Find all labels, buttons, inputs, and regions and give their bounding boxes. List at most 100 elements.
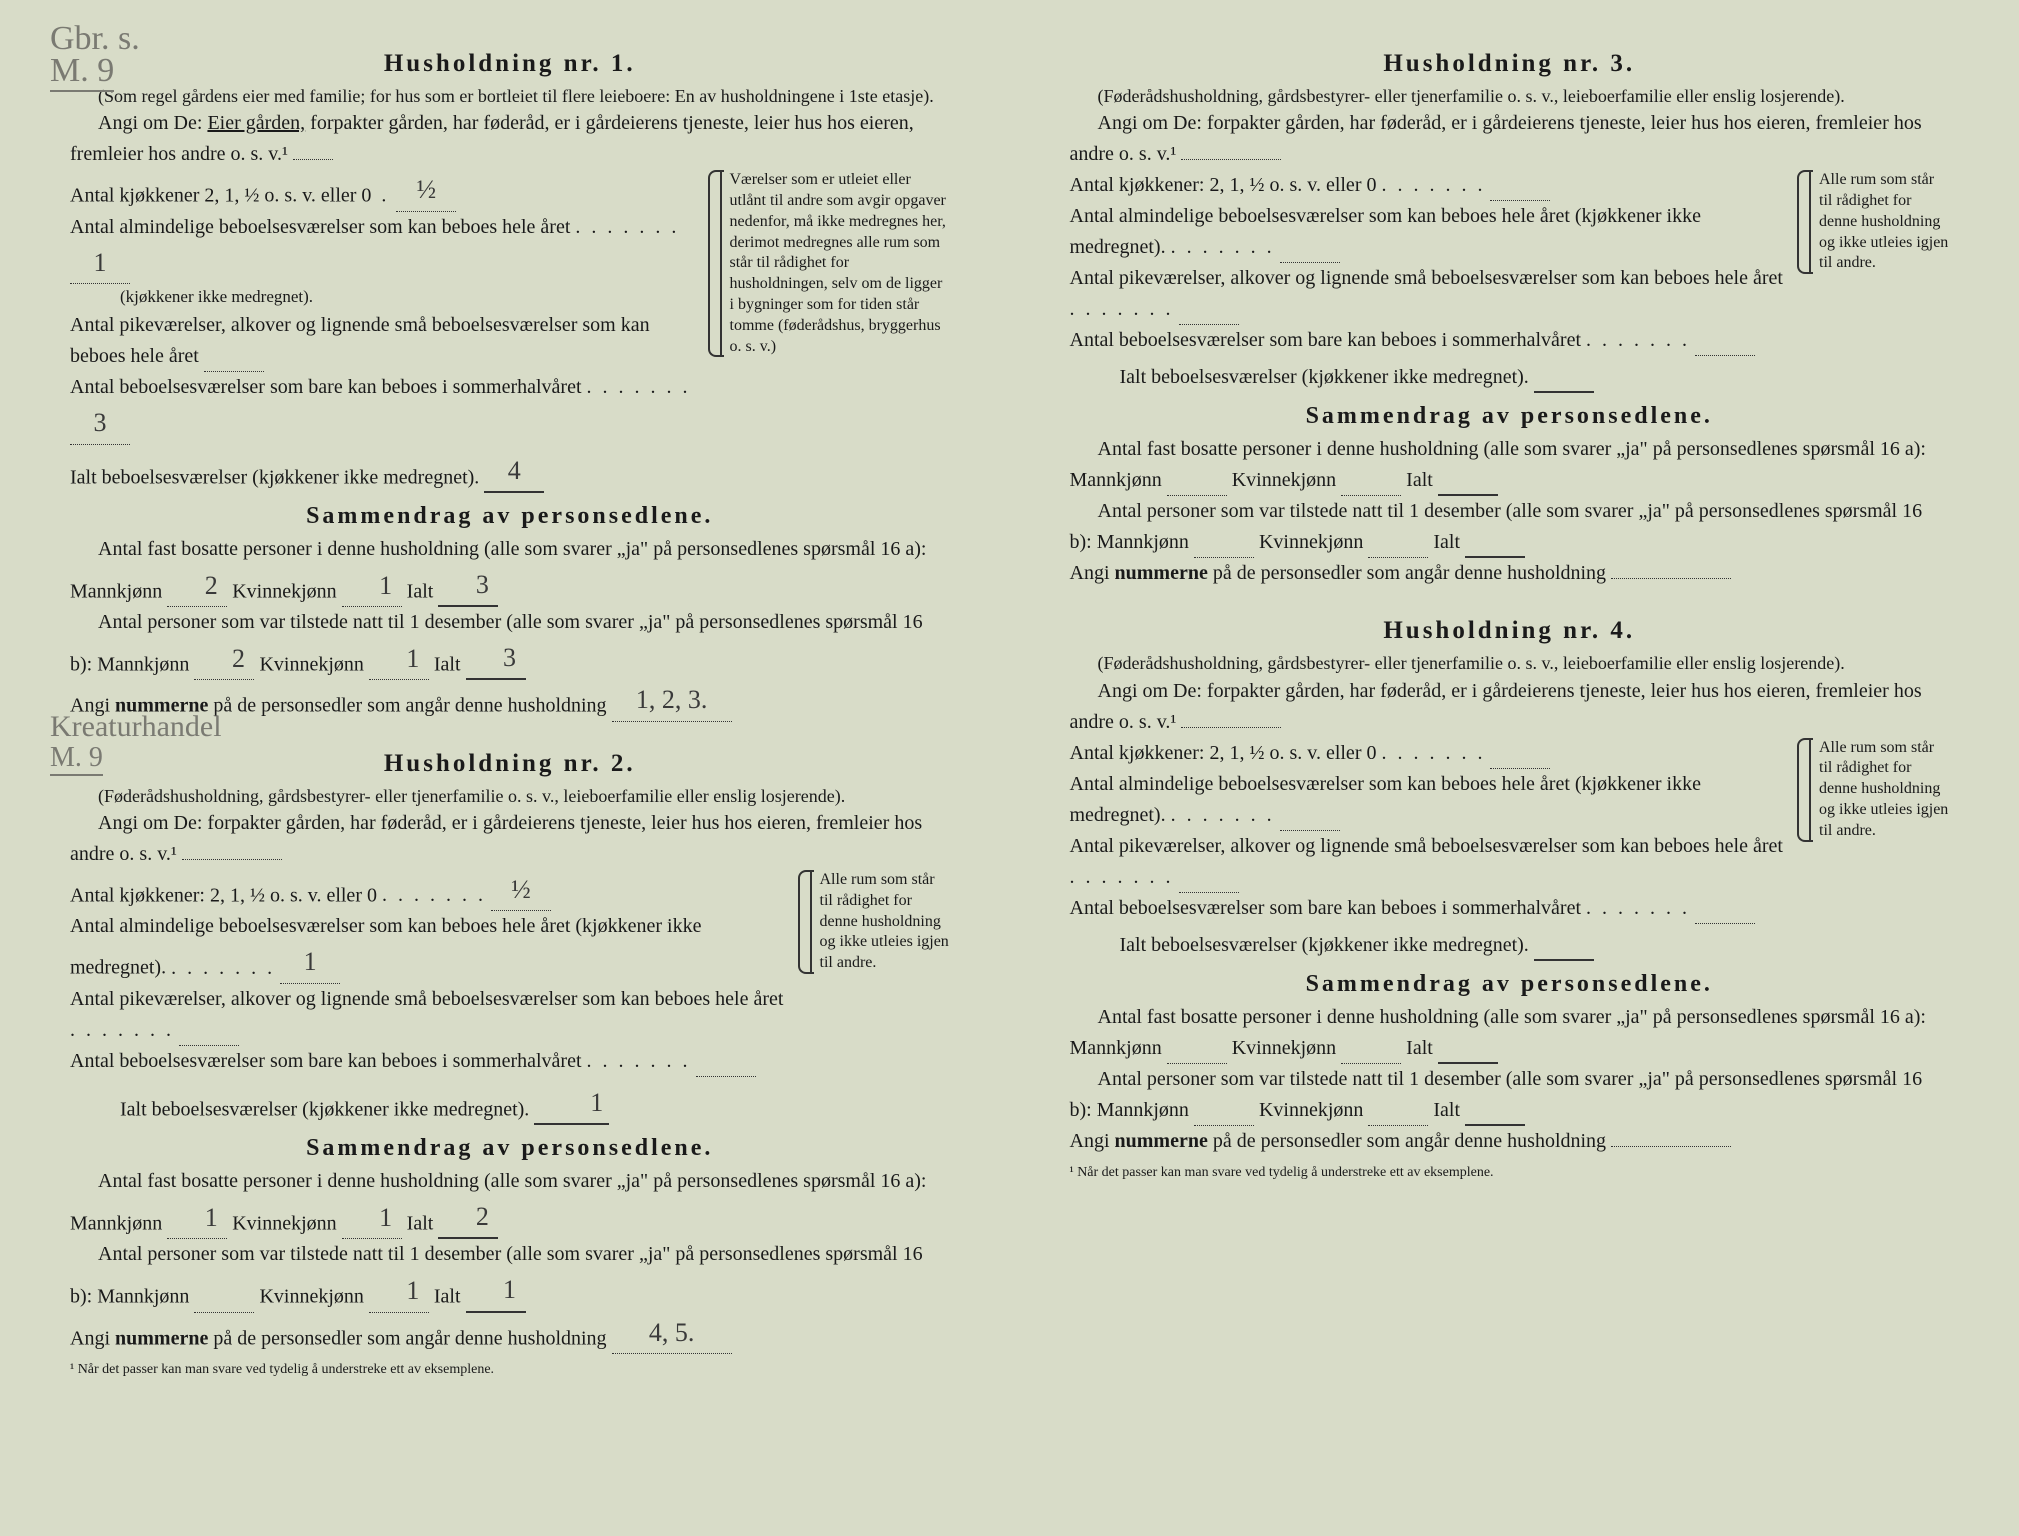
h3-intro: (Føderådshusholdning, gårdsbestyrer- ell…: [1070, 84, 1950, 108]
h3-pike: Antal pikeværelser, alkover og lignende …: [1070, 263, 1794, 325]
h4-intro: (Føderådshusholdning, gårdsbestyrer- ell…: [1070, 651, 1950, 675]
h4-sommer-val: [1695, 923, 1755, 924]
h4-nummer: Angi nummerne på de personsedler som ang…: [1070, 1126, 1950, 1157]
h1-alm-note: (kjøkkener ikke medregnet).: [70, 284, 704, 310]
h2-ialt: Ialt beboelsesværelser (kjøkkener ikke m…: [70, 1083, 794, 1125]
h2-rooms-row: Antal kjøkkener: 2, 1, ½ o. s. v. eller …: [70, 870, 950, 1125]
h4-angi: Angi om De: forpakter gården, har føderå…: [1070, 676, 1950, 738]
h1-rooms-row: Antal kjøkkener 2, 1, ½ o. s. v. eller 0…: [70, 170, 950, 493]
h2-num-bold: nummerne: [115, 1327, 208, 1349]
h3-til-label: Antal personer som var tilstede natt til…: [1070, 500, 1923, 553]
h2-alm-label: Antal almindelige beboelsesværelser som …: [70, 915, 701, 978]
h3-sommer: Antal beboelsesværelser som bare kan beb…: [1070, 325, 1794, 356]
h2-alm: Antal almindelige beboelsesværelser som …: [70, 911, 794, 983]
h4-kjok-dots: [1381, 742, 1485, 764]
handwriting-mid2: M. 9: [50, 742, 103, 776]
h2-nummer: Angi nummerne på de personsedler som ang…: [70, 1313, 950, 1354]
h2-alm-val: 1: [280, 942, 340, 983]
h3-rooms: Antal kjøkkener: 2, 1, ½ o. s. v. eller …: [1070, 170, 1794, 393]
h2-ialt-label: Ialt beboelsesværelser (kjøkkener ikke m…: [120, 1098, 529, 1120]
h4-alm-label: Antal almindelige beboelsesværelser som …: [1070, 773, 1701, 826]
h2-til-ialt: 1: [466, 1270, 526, 1312]
household-1: Husholdning nr. 1. (Som regel gårdens ei…: [70, 50, 950, 722]
h2-sommer: Antal beboelsesværelser som bare kan beb…: [70, 1046, 794, 1077]
h1-fast: Antal fast bosatte personer i denne hush…: [70, 534, 950, 607]
h4-ialt: Ialt beboelsesværelser (kjøkkener ikke m…: [1070, 930, 1794, 961]
household-4: Husholdning nr. 4. (Føderådshusholdning,…: [1070, 617, 1950, 1180]
h2-til-k-label: Kvinnekjønn: [259, 1286, 363, 1308]
h2-angi-text: Angi om De: forpakter gården, har føderå…: [70, 812, 922, 865]
h3-fast: Antal fast bosatte personer i denne hush…: [1070, 434, 1950, 496]
h2-kjok-label: Antal kjøkkener: 2, 1, ½ o. s. v. eller …: [70, 884, 377, 906]
h4-fast-ialt-label: Ialt: [1406, 1037, 1433, 1059]
h3-sommer-val: [1695, 355, 1755, 356]
h2-angi: Angi om De: forpakter gården, har føderå…: [70, 808, 950, 870]
household-3: Husholdning nr. 3. (Føderådshusholdning,…: [1070, 50, 1950, 589]
h4-fast: Antal fast bosatte personer i denne hush…: [1070, 1002, 1950, 1064]
h2-fast-k-label: Kvinnekjønn: [232, 1212, 336, 1234]
h3-til-ialt-label: Ialt: [1433, 531, 1460, 553]
h4-alm: Antal almindelige beboelsesværelser som …: [1070, 769, 1794, 831]
h3-pike-label: Antal pikeværelser, alkover og lignende …: [1070, 267, 1783, 289]
h1-num-val: 1, 2, 3.: [612, 680, 732, 721]
h3-kjok-label: Antal kjøkkener: 2, 1, ½ o. s. v. eller …: [1070, 174, 1377, 196]
h1-kjok-val: ½: [396, 170, 456, 211]
h2-sommer-label: Antal beboelsesværelser som bare kan beb…: [70, 1050, 582, 1072]
h1-ialt-label: Ialt beboelsesværelser (kjøkkener ikke m…: [70, 466, 479, 488]
h2-num-val: 4, 5.: [612, 1313, 732, 1354]
h3-kjok: Antal kjøkkener: 2, 1, ½ o. s. v. eller …: [1070, 170, 1794, 201]
h3-angi-text: Angi om De: forpakter gården, har føderå…: [1070, 112, 1922, 165]
h2-sidenote: Alle rum som står til rådighet for denne…: [810, 870, 950, 974]
h4-title: Husholdning nr. 4.: [1070, 617, 1950, 645]
h1-samm-title: Sammendrag av personsedlene.: [70, 503, 950, 530]
h2-fast-m: 1: [167, 1198, 227, 1239]
left-footnote: ¹ Når det passer kan man svare ved tydel…: [70, 1362, 950, 1378]
h3-ialt: Ialt beboelsesværelser (kjøkkener ikke m…: [1070, 362, 1794, 393]
h1-fast-k-label: Kvinnekjønn: [232, 580, 336, 602]
h4-rooms-row: Antal kjøkkener: 2, 1, ½ o. s. v. eller …: [1070, 738, 1950, 961]
h1-alm: Antal almindelige beboelsesværelser som …: [70, 212, 704, 311]
h3-fast-label: Antal fast bosatte personer i denne hush…: [1070, 438, 1927, 491]
h1-intro: (Som regel gårdens eier med familie; for…: [70, 84, 950, 108]
h4-fast-k-label: Kvinnekjønn: [1232, 1037, 1336, 1059]
h3-title: Husholdning nr. 3.: [1070, 50, 1950, 78]
h1-til-m: 2: [194, 639, 254, 680]
h2-kjok-dots: [382, 884, 486, 906]
h1-sommer: Antal beboelsesværelser som bare kan beb…: [70, 372, 704, 444]
h4-sommer: Antal beboelsesværelser som bare kan beb…: [1070, 893, 1794, 924]
h4-samm-title: Sammendrag av personsedlene.: [1070, 971, 1950, 998]
h1-fast-m: 2: [167, 566, 227, 607]
h2-til-ialt-label: Ialt: [434, 1286, 461, 1308]
h2-fast: Antal fast bosatte personer i denne hush…: [70, 1166, 950, 1239]
h4-pike: Antal pikeværelser, alkover og lignende …: [1070, 831, 1794, 893]
handwriting-topleft2: M. 9: [50, 52, 114, 92]
h1-fast-k: 1: [342, 566, 402, 607]
h1-kjok-label: Antal kjøkkener 2, 1, ½ o. s. v. eller 0: [70, 185, 371, 207]
h3-fast-ialt-label: Ialt: [1406, 469, 1433, 491]
h4-alm-dots: [1171, 804, 1275, 826]
h3-til-k-label: Kvinnekjønn: [1259, 531, 1363, 553]
h2-fast-k: 1: [342, 1198, 402, 1239]
h4-fast-label: Antal fast bosatte personer i denne hush…: [1070, 1006, 1927, 1059]
right-page: Husholdning nr. 3. (Føderådshusholdning,…: [1040, 30, 1980, 1506]
h1-alm-val: 1: [70, 243, 130, 284]
h1-title: Husholdning nr. 1.: [70, 50, 950, 78]
h1-rooms: Antal kjøkkener 2, 1, ½ o. s. v. eller 0…: [70, 170, 704, 493]
h3-sommer-dots: [1586, 329, 1690, 351]
h1-pike: Antal pikeværelser, alkover og lignende …: [70, 310, 704, 372]
h3-alm-dots: [1171, 236, 1275, 258]
h2-rooms: Antal kjøkkener: 2, 1, ½ o. s. v. eller …: [70, 870, 794, 1125]
h1-sidenote: Værelser som er utleiet eller utlånt til…: [720, 170, 950, 357]
h4-sommer-label: Antal beboelsesværelser som bare kan beb…: [1070, 897, 1582, 919]
h1-angi-pre: Angi om De:: [98, 112, 207, 134]
h4-til-ialt-label: Ialt: [1433, 1099, 1460, 1121]
h1-fast-ialt-label: Ialt: [407, 580, 434, 602]
h4-num-val: [1611, 1146, 1731, 1147]
h3-alm: Antal almindelige beboelsesværelser som …: [1070, 201, 1794, 263]
h3-num-val: [1611, 578, 1731, 579]
h4-sommer-dots: [1586, 897, 1690, 919]
h4-ialt-val: [1534, 959, 1594, 961]
h4-kjok: Antal kjøkkener: 2, 1, ½ o. s. v. eller …: [1070, 738, 1794, 769]
h2-pike-label: Antal pikeværelser, alkover og lignende …: [70, 988, 783, 1010]
h3-ialt-label: Ialt beboelsesværelser (kjøkkener ikke m…: [1120, 366, 1529, 388]
